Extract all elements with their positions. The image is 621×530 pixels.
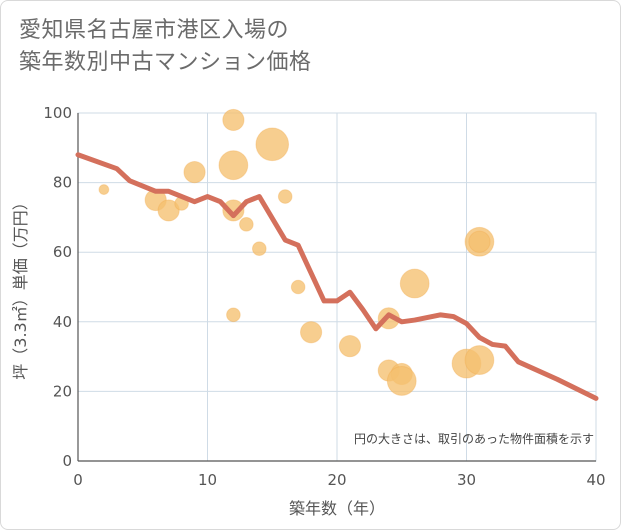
scatter-point (399, 268, 430, 299)
y-tick-label: 80 (53, 174, 72, 192)
scatter-point (255, 127, 290, 162)
average-price-line (75, 152, 599, 401)
x-tick-label: 0 (73, 471, 83, 489)
x-axis-label: 築年数（年） (289, 499, 385, 518)
x-tick-label: 30 (457, 471, 476, 489)
scatter-point (386, 366, 417, 396)
y-tick-label: 40 (53, 313, 72, 331)
x-tick-label: 10 (198, 471, 217, 489)
scatter-point (222, 108, 245, 132)
y-tick-label: 0 (62, 452, 72, 470)
scatter-series (98, 108, 495, 396)
scatter-point (183, 161, 206, 184)
scatter-point (157, 199, 180, 222)
chart-title: 愛知県名古屋市港区入場の 築年数別中古マンション価格 (19, 15, 312, 79)
scatter-point (338, 335, 362, 358)
scatter-point (226, 307, 241, 323)
scatter-point (468, 230, 491, 253)
y-tick-label: 100 (43, 104, 72, 122)
gridlines (77, 112, 597, 462)
scatter-point (218, 150, 249, 181)
scatter-point (464, 345, 495, 375)
scatter-point (98, 184, 110, 195)
title-line-1: 愛知県名古屋市港区入場の (19, 18, 290, 43)
y-axis-label: 坪（3.3㎡）単価（万円） (11, 194, 30, 379)
y-tick-label: 60 (53, 243, 72, 261)
y-tick-label: 20 (53, 382, 72, 400)
x-tick-label: 20 (327, 471, 346, 489)
y-tick-labels: 0 20 40 60 80 100 (43, 104, 72, 470)
scatter-point (277, 189, 293, 204)
bubble-size-note: 円の大きさは、取引のあった物件面積を示す (354, 431, 594, 446)
x-tick-labels: 0 10 20 30 40 (73, 471, 605, 489)
scatter-point (239, 217, 254, 232)
scatter-point (251, 241, 267, 257)
scatter-point (300, 321, 323, 344)
title-line-2: 築年数別中古マンション価格 (19, 50, 312, 75)
x-tick-label: 40 (586, 471, 605, 489)
scatter-point (222, 199, 245, 222)
scatter-point (290, 279, 306, 295)
